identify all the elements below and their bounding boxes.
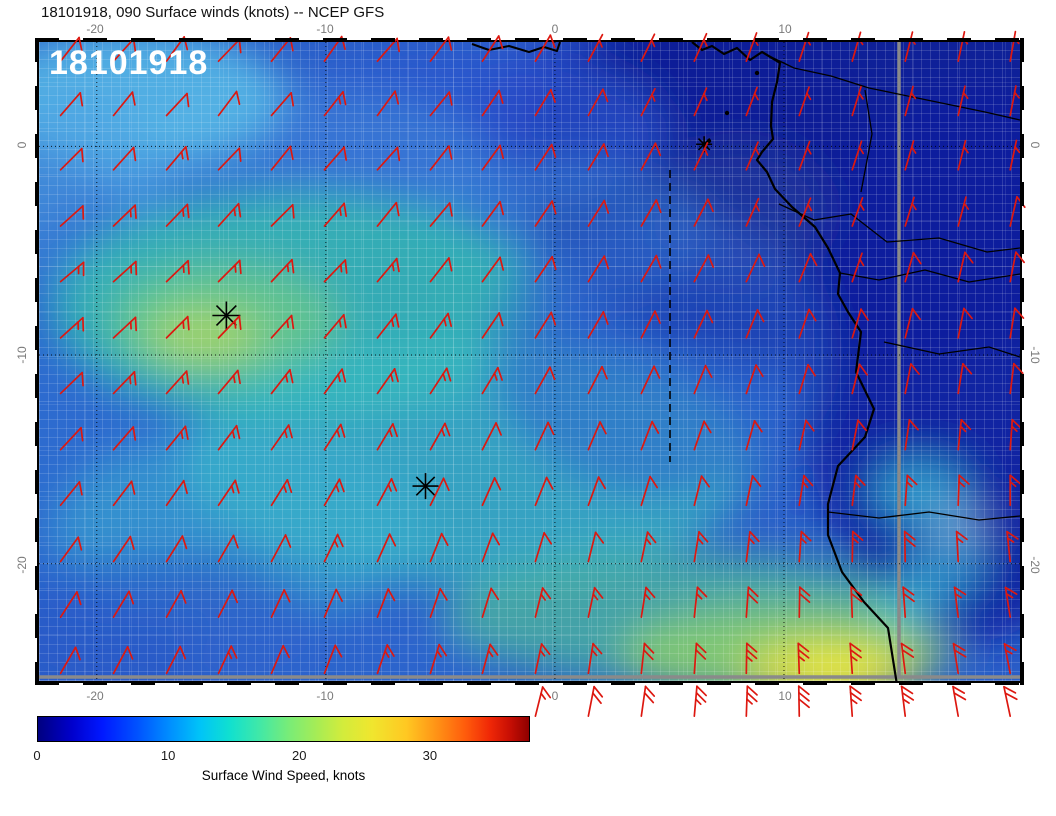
axis-label: 0 — [551, 22, 559, 36]
station-marker — [696, 136, 713, 153]
axis-label: 0 — [551, 689, 559, 703]
axis-label: -20 — [86, 689, 104, 703]
colorbar-tick-label: 20 — [292, 748, 307, 763]
axis-label: 0 — [1028, 141, 1042, 149]
colorbar-tick-label: 10 — [160, 748, 176, 763]
page-title: 18101918, 090 Surface winds (knots) -- N… — [41, 4, 385, 21]
wind-barb — [849, 685, 862, 717]
datetime-stamp: 18101918 — [49, 44, 209, 82]
wind-barb — [745, 685, 758, 717]
colorbar-caption: Surface Wind Speed, knots — [201, 768, 366, 783]
axis-label: -10 — [316, 22, 334, 36]
axis-label: 10 — [778, 22, 792, 36]
wind-barb — [587, 685, 604, 717]
axis-label: -10 — [1028, 346, 1042, 364]
zebra-frame-left — [35, 38, 39, 685]
axis-label: -20 — [15, 556, 29, 574]
zebra-frame-top — [35, 38, 1024, 42]
wind-barb — [534, 686, 552, 717]
zebra-frame-bottom — [35, 681, 1024, 685]
colorbar-tick-label: 0 — [33, 748, 41, 763]
wind-barb — [693, 685, 707, 717]
axis-label: -20 — [86, 22, 104, 36]
wind-barb — [1003, 685, 1018, 717]
axis-label: 10 — [778, 689, 792, 703]
map-plot-area: 18101918 — [35, 30, 1026, 717]
coastline-graticule-overlay — [39, 42, 1020, 681]
wind-barb — [900, 685, 915, 717]
zebra-frame-right — [1020, 38, 1024, 685]
axis-label: 0 — [15, 141, 29, 149]
station-marker — [212, 301, 241, 330]
colorbar-tick-label: 30 — [422, 748, 438, 763]
axis-label: -10 — [15, 346, 29, 364]
colorbar — [37, 716, 530, 742]
wind-barb — [952, 685, 967, 717]
wind-barb — [640, 685, 656, 717]
station-marker — [412, 473, 439, 500]
axis-label: -10 — [316, 689, 334, 703]
axis-label: -20 — [1028, 556, 1042, 574]
wind-barb — [797, 685, 810, 717]
